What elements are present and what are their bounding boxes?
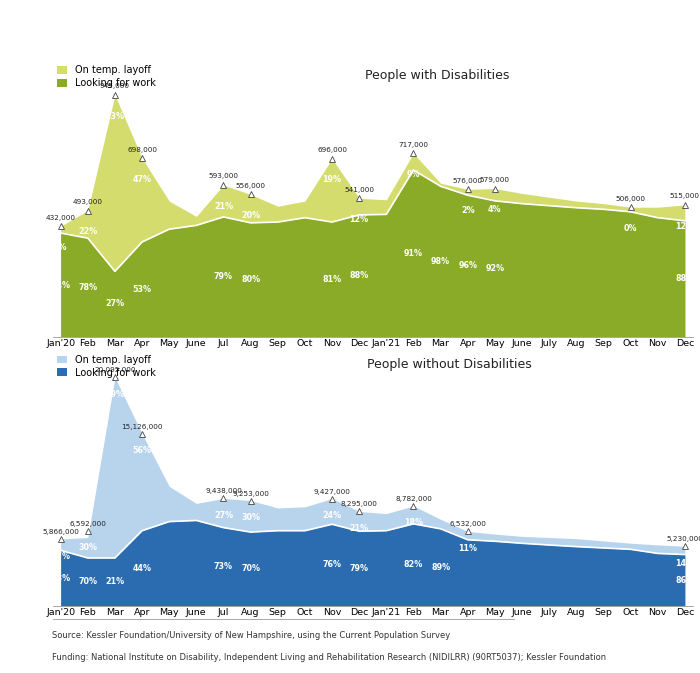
Text: 12%: 12% (349, 215, 369, 224)
Text: 76%: 76% (323, 561, 342, 569)
Text: 83%: 83% (51, 573, 70, 583)
Text: 9%: 9% (407, 170, 420, 179)
Text: 24%: 24% (323, 511, 342, 520)
Text: 9,438,000: 9,438,000 (205, 489, 242, 495)
Text: 717,000: 717,000 (398, 142, 428, 147)
Text: 20,095,000: 20,095,000 (94, 367, 136, 374)
Text: 432,000: 432,000 (46, 215, 76, 221)
Text: Funding: National Institute on Disability, Independent Living and Rehabilitation: Funding: National Institute on Disabilit… (52, 653, 607, 662)
Text: 6,532,000: 6,532,000 (449, 522, 486, 528)
Text: 86%: 86% (676, 575, 694, 585)
Text: 53%: 53% (132, 285, 152, 293)
Text: 515,000: 515,000 (670, 193, 700, 199)
Text: 78%: 78% (78, 283, 97, 293)
Text: COVID Update:: COVID Update: (8, 12, 136, 27)
Text: 15,126,000: 15,126,000 (121, 424, 163, 430)
Text: 98%: 98% (431, 257, 450, 266)
Text: People without Disabilities: People without Disabilities (368, 357, 532, 371)
Text: 14%: 14% (676, 559, 694, 568)
Text: 96%: 96% (458, 262, 477, 271)
Text: nTIDE: nTIDE (651, 17, 680, 26)
Text: 89%: 89% (431, 563, 450, 572)
Text: 79%: 79% (106, 390, 125, 399)
Text: 593,000: 593,000 (209, 174, 239, 180)
Text: People with Disabilities: People with Disabilities (365, 69, 509, 82)
Text: 2%: 2% (461, 206, 475, 215)
Text: 556,000: 556,000 (236, 183, 265, 189)
Legend: On temp. layoff, Looking for work: On temp. layoff, Looking for work (57, 355, 155, 378)
Text: 88%: 88% (676, 275, 694, 283)
Text: 92%: 92% (485, 264, 505, 273)
Text: 9,253,000: 9,253,000 (232, 491, 269, 497)
Text: 44%: 44% (132, 564, 152, 573)
Text: 6,592,000: 6,592,000 (69, 521, 106, 527)
Text: 493,000: 493,000 (73, 199, 103, 205)
Text: 22%: 22% (78, 227, 97, 236)
Text: 73%: 73% (106, 112, 125, 120)
Text: 21%: 21% (214, 202, 233, 211)
Text: 6%: 6% (54, 243, 67, 252)
Text: 88%: 88% (349, 271, 369, 280)
Text: 21%: 21% (106, 577, 125, 586)
Text: 8,295,000: 8,295,000 (341, 501, 377, 507)
Text: 21%: 21% (349, 524, 369, 533)
Text: 698,000: 698,000 (127, 147, 157, 153)
Text: December 2021 Unemployment Trends: December 2021 Unemployment Trends (8, 34, 213, 44)
Text: 9,427,000: 9,427,000 (314, 489, 351, 495)
Text: 94%: 94% (51, 281, 70, 290)
Text: 541,000: 541,000 (344, 186, 374, 192)
Text: 70%: 70% (78, 577, 97, 586)
Text: 506,000: 506,000 (615, 196, 645, 202)
Text: 18%: 18% (404, 518, 423, 528)
Text: Source: Kessler Foundation/University of New Hampshire, using the Current Popula: Source: Kessler Foundation/University of… (52, 631, 451, 640)
Text: 91%: 91% (404, 249, 423, 258)
Text: 56%: 56% (132, 446, 152, 455)
Legend: On temp. layoff, Looking for work: On temp. layoff, Looking for work (57, 65, 155, 88)
Text: 579,000: 579,000 (480, 177, 510, 183)
Text: 70%: 70% (241, 565, 260, 573)
Text: 12%: 12% (676, 221, 694, 231)
Text: 11%: 11% (458, 544, 477, 553)
Text: 8,782,000: 8,782,000 (395, 496, 432, 502)
Text: 73%: 73% (214, 562, 233, 571)
Text: 696,000: 696,000 (317, 147, 347, 153)
Text: 0%: 0% (624, 224, 637, 233)
Text: 30%: 30% (241, 513, 260, 522)
Text: 79%: 79% (350, 564, 369, 573)
Text: 79%: 79% (214, 272, 233, 281)
Text: 30%: 30% (78, 543, 97, 553)
Text: 47%: 47% (132, 175, 152, 184)
Text: 5,230,000: 5,230,000 (666, 536, 700, 542)
Text: 82%: 82% (404, 561, 423, 569)
Text: 5,866,000: 5,866,000 (42, 529, 79, 535)
Text: 576,000: 576,000 (453, 178, 483, 184)
Text: 27%: 27% (106, 299, 125, 308)
Text: 19%: 19% (323, 175, 342, 184)
Text: 945,000: 945,000 (100, 83, 130, 90)
Text: 80%: 80% (241, 275, 260, 284)
Text: 20%: 20% (241, 211, 260, 220)
Text: 81%: 81% (323, 275, 342, 284)
Text: 17%: 17% (51, 552, 70, 561)
Text: 4%: 4% (488, 205, 502, 214)
Text: 27%: 27% (214, 511, 233, 520)
